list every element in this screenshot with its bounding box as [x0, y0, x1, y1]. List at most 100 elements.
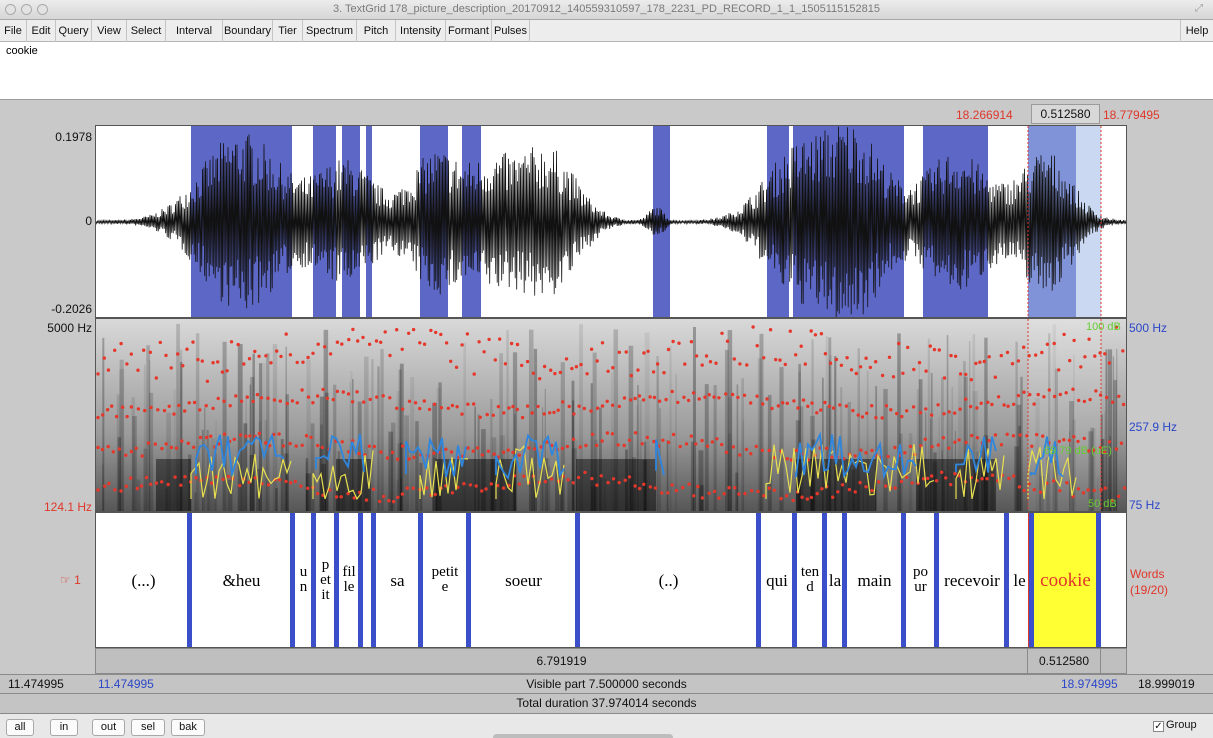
selection-duration[interactable]: 0.512580 — [1028, 649, 1101, 673]
menu-file[interactable]: File — [0, 20, 27, 42]
interval-label[interactable]: soeur — [505, 570, 542, 590]
minimize-window-icon[interactable] — [21, 4, 32, 15]
formant-dot — [538, 377, 542, 381]
pitch-curve — [195, 431, 1064, 481]
menu-tier[interactable]: Tier — [273, 20, 303, 42]
words-tier[interactable]: (...) &heu u n p et it fil le sa petit e soeur (..) qu… — [95, 512, 1127, 648]
interval-label-line: po — [913, 564, 928, 580]
interval-boundary[interactable] — [1096, 513, 1101, 647]
interval-label[interactable]: le — [1013, 570, 1026, 590]
formant-dot — [169, 366, 173, 370]
menu-help[interactable]: Help — [1180, 20, 1213, 42]
interval-boundary[interactable] — [756, 513, 761, 647]
interval-boundary[interactable] — [290, 513, 295, 647]
interval-label[interactable]: main — [857, 570, 892, 590]
formant-dot — [293, 479, 297, 484]
close-window-icon[interactable] — [5, 4, 16, 15]
interval-boundary[interactable] — [1029, 513, 1034, 647]
spectral-streak — [571, 380, 575, 511]
spectral-streak — [237, 343, 243, 511]
interval-label[interactable]: qui — [766, 570, 788, 590]
formant-dot — [979, 401, 983, 405]
interval-label[interactable]: la — [828, 570, 842, 590]
interval-boundary[interactable] — [792, 513, 797, 647]
right-part-duration[interactable] — [1101, 649, 1126, 673]
interval-boundary[interactable] — [311, 513, 316, 647]
zoom-window-icon[interactable] — [37, 4, 48, 15]
interval-boundary[interactable] — [334, 513, 339, 647]
visible-part-bar[interactable]: 11.474995 11.474995 Visible part 7.50000… — [0, 674, 1213, 694]
menu-view[interactable]: View — [92, 20, 127, 42]
zoom-out-button[interactable]: out — [92, 719, 125, 736]
menu-spectrum[interactable]: Spectrum — [303, 20, 357, 42]
interval-label[interactable]: &heu — [222, 570, 261, 590]
interval-label[interactable]: (...) — [131, 570, 156, 590]
total-duration-bar[interactable]: Total duration 37.974014 seconds — [0, 694, 1213, 714]
interval-boundary[interactable] — [575, 513, 580, 647]
spectrogram-bottom-label: 124.1 Hz — [43, 500, 92, 514]
fullscreen-icon[interactable]: ⤢ — [1195, 3, 1203, 14]
zoom-selection-button[interactable]: sel — [131, 719, 165, 736]
tier-number[interactable]: ☞ 1 — [60, 573, 81, 587]
menu-edit[interactable]: Edit — [27, 20, 56, 42]
menu-formant[interactable]: Formant — [446, 20, 492, 42]
horizontal-scrollbar[interactable] — [493, 734, 673, 738]
menu-intensity[interactable]: Intensity — [396, 20, 446, 42]
voicing-bar — [156, 459, 191, 511]
formant-dot — [1064, 391, 1068, 395]
spectrogram-view[interactable] — [95, 318, 1127, 512]
formant-dot — [1045, 342, 1050, 346]
menu-bar: File Edit Query View Select Interval Bou… — [0, 20, 1213, 42]
spectral-streak — [825, 336, 828, 511]
interval-text-field[interactable]: cookie — [0, 42, 1213, 100]
selection-duration-top[interactable]: 0.512580 — [1031, 104, 1100, 124]
interval-label[interactable]: po ur — [906, 565, 935, 595]
interval-boundary[interactable] — [418, 513, 423, 647]
zoom-back-button[interactable]: bak — [171, 719, 205, 736]
interval-boundary[interactable] — [934, 513, 939, 647]
interval-boundary[interactable] — [466, 513, 471, 647]
zoom-all-button[interactable]: all — [6, 719, 34, 736]
formant-dot — [784, 494, 789, 498]
group-checkbox[interactable]: ✓ Group — [1153, 719, 1197, 732]
interval-label[interactable]: recevoir — [944, 570, 1000, 590]
formant-dot — [949, 482, 953, 487]
formant-dot — [717, 496, 721, 500]
menu-select[interactable]: Select — [127, 20, 166, 42]
left-part-duration[interactable]: 6.791919 — [96, 649, 1028, 673]
menu-pitch[interactable]: Pitch — [357, 20, 396, 42]
interval-label[interactable]: petit e — [423, 565, 467, 595]
spectral-streak — [834, 356, 837, 511]
interval-boundary[interactable] — [901, 513, 906, 647]
interval-boundary[interactable] — [371, 513, 376, 647]
interval-label[interactable]: (..) — [658, 570, 679, 590]
formant-dot — [320, 445, 324, 450]
interval-label[interactable]: fil le — [339, 565, 359, 595]
interval-boundary[interactable] — [358, 513, 363, 647]
interval-boundary[interactable] — [1004, 513, 1009, 647]
waveform-view[interactable] — [95, 125, 1127, 318]
interval-boundary[interactable] — [842, 513, 847, 647]
spectral-streak — [506, 330, 509, 511]
spectral-streak — [264, 420, 268, 511]
interval-boundary[interactable] — [822, 513, 827, 647]
spectral-streak — [644, 441, 647, 511]
formant-dot — [783, 362, 787, 367]
spectral-streak — [1054, 368, 1058, 511]
formant-dot — [356, 339, 360, 343]
menu-interval[interactable]: Interval — [166, 20, 223, 42]
menu-query[interactable]: Query — [56, 20, 92, 42]
zoom-in-button[interactable]: in — [50, 719, 78, 736]
formant-dot — [493, 358, 497, 362]
menu-boundary[interactable]: Boundary — [223, 20, 273, 42]
menu-pulses[interactable]: Pulses — [492, 20, 530, 42]
interval-label[interactable]: cookie — [1040, 569, 1091, 591]
interval-label[interactable]: p et it — [316, 557, 335, 603]
spectral-streak — [227, 479, 233, 511]
interval-label[interactable]: sa — [390, 570, 405, 590]
interval-label[interactable]: ten d — [797, 565, 823, 595]
formant-dot — [1062, 438, 1066, 442]
interval-boundary[interactable] — [187, 513, 192, 647]
formant-dot — [845, 356, 849, 360]
